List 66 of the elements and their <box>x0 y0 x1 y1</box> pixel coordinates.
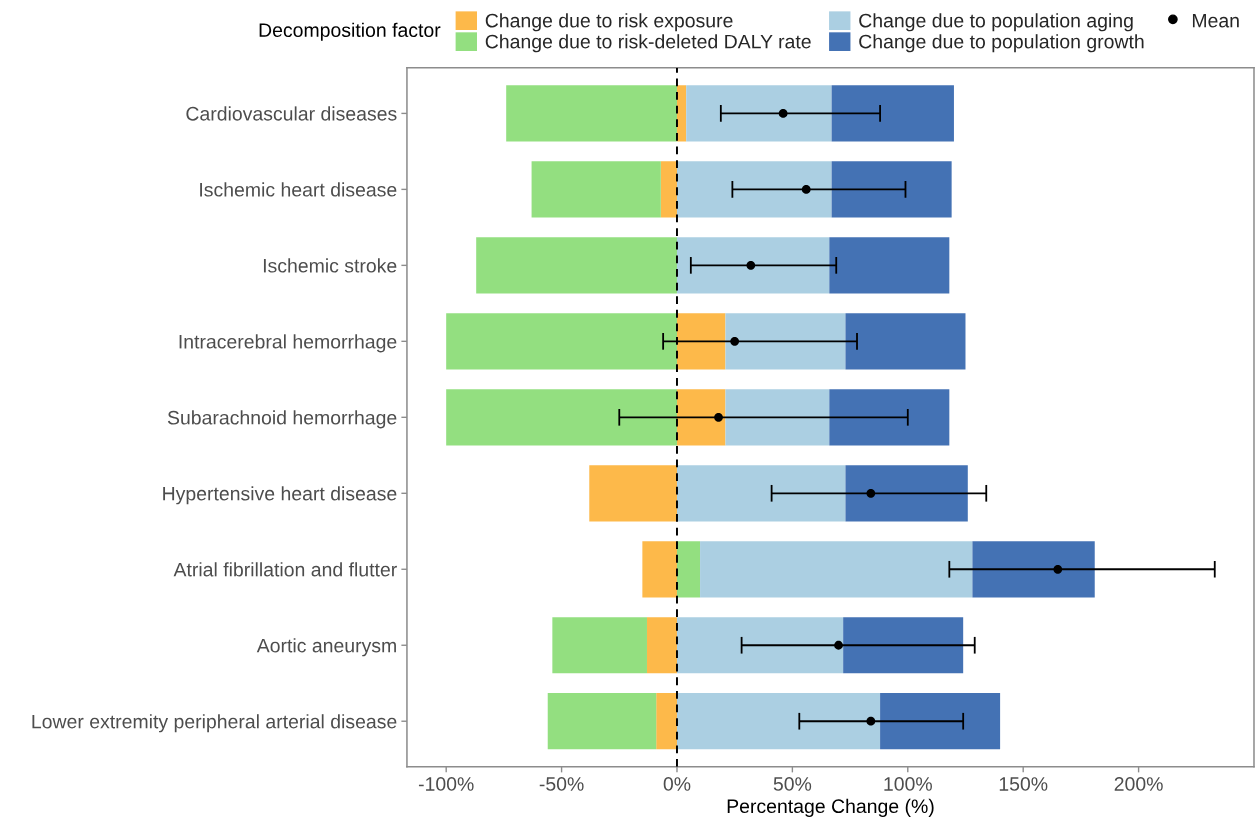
bar <box>676 85 687 142</box>
bar <box>676 465 846 522</box>
point <box>730 336 740 346</box>
point <box>778 109 788 118</box>
bar <box>589 465 677 522</box>
legend-label: Change due to population aging <box>859 13 1133 32</box>
bar <box>676 617 844 674</box>
x-tick-label: 150% <box>999 777 1048 791</box>
bar <box>506 85 677 142</box>
y-tick-label: Hypertensive heart disease <box>163 486 397 505</box>
bar <box>531 161 661 218</box>
bar <box>676 161 832 218</box>
point <box>801 184 811 194</box>
y-tick-label: Subarachnoid hemorrhage <box>167 410 397 429</box>
y-tick-label: Ischemic heart disease <box>200 182 397 197</box>
bar <box>700 541 973 598</box>
y-tick-label: Aortic aneurysm <box>256 638 396 657</box>
bar <box>676 693 881 750</box>
bar <box>547 693 657 750</box>
bar <box>446 313 677 370</box>
point <box>834 640 843 650</box>
bar <box>642 541 677 598</box>
bar <box>845 465 968 522</box>
bar <box>725 389 830 446</box>
bar <box>676 389 726 446</box>
point <box>866 716 876 726</box>
bar <box>831 161 952 218</box>
bar <box>972 541 1095 598</box>
x-tick-label: 100% <box>884 777 932 791</box>
bar <box>829 237 950 294</box>
point <box>714 412 723 422</box>
legend-title: Decomposition factor <box>259 22 441 41</box>
bar <box>656 693 677 750</box>
bar <box>725 313 846 370</box>
bar <box>843 617 964 674</box>
x-axis-title: Percentage Change (%) <box>727 798 934 817</box>
bar <box>476 237 677 294</box>
x-tick-label: 200% <box>1114 777 1163 791</box>
bar <box>880 693 1001 750</box>
bar <box>552 617 647 674</box>
bar <box>829 389 950 446</box>
bar <box>845 313 966 370</box>
legend-label: Mean <box>1192 13 1239 28</box>
bar <box>686 85 832 142</box>
y-tick-label: Ischemic stroke <box>263 258 397 273</box>
point <box>746 260 756 270</box>
bar <box>831 85 954 142</box>
point <box>1053 564 1063 574</box>
x-tick-label: 0% <box>663 777 691 791</box>
bar <box>676 313 726 370</box>
x-tick-label: -100% <box>418 777 474 791</box>
legend-label: Change due to population growth <box>859 34 1144 53</box>
y-tick-label: Atrial fibrillation and flutter <box>173 562 397 577</box>
legend-label: Change due to risk-deleted DALY rate <box>485 34 811 53</box>
point <box>866 488 876 498</box>
bar <box>676 541 701 598</box>
x-tick-label: 50% <box>773 777 812 791</box>
x-tick-label: -50% <box>539 777 584 791</box>
y-tick-label: Cardiovascular diseases <box>186 106 397 121</box>
bar <box>646 617 677 674</box>
y-tick-label: Lower extremity peripheral arterial disease <box>32 714 397 733</box>
y-tick-label: Intracerebral hemorrhage <box>179 334 397 353</box>
bar <box>660 161 677 218</box>
legend-label: Change due to risk exposure <box>485 13 733 32</box>
bar <box>676 237 830 294</box>
bar <box>446 389 677 446</box>
